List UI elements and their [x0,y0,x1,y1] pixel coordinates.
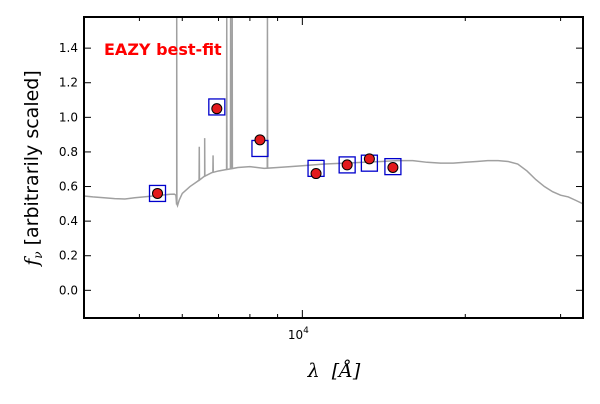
x-tick-label-major: 104 [288,326,309,342]
y-tick-label-1: 0.2 [59,249,78,263]
y-tick-label-5: 1.0 [59,110,78,124]
y-tick-label-7: 1.4 [59,41,78,55]
axis-ticks: 0.0 0.2 0.4 0.6 0.8 1.0 1.2 1.4 104 [59,17,583,342]
model-photometry-box-0 [148,184,167,203]
observed-point-2 [254,134,266,146]
observed-point-3 [310,168,322,180]
plot-background [84,17,583,318]
y-tick-label-6: 1.2 [59,76,78,90]
model-photometry-box-6 [384,157,402,176]
model-spectrum-layer [84,17,583,208]
observed-point-6 [387,162,399,173]
eazy-annotation: EAZY best-fit [104,40,222,59]
model-photometry-box-1 [208,98,226,116]
observed-photometry-layer [152,103,399,199]
observed-point-4 [341,159,353,171]
y-tick-label-2: 0.4 [59,214,78,228]
observed-point-1 [211,103,223,115]
y-tick-label-0: 0.0 [59,283,78,297]
plot-frame [83,16,584,319]
x-axis-label: λ [Å] [307,360,361,382]
y-axis-label: fν[arbitrarily scaled] [21,70,45,268]
x-tick-label-base: 10 [288,328,303,342]
observed-point-0 [152,187,164,199]
model-spectrum-line [84,17,583,208]
model-photometry-box-4 [338,156,356,174]
x-tick-label-exponent: 4 [303,326,309,336]
observed-point-5 [363,153,375,165]
y-tick-label-4: 0.8 [59,145,78,159]
y-tick-label-3: 0.6 [59,180,78,194]
